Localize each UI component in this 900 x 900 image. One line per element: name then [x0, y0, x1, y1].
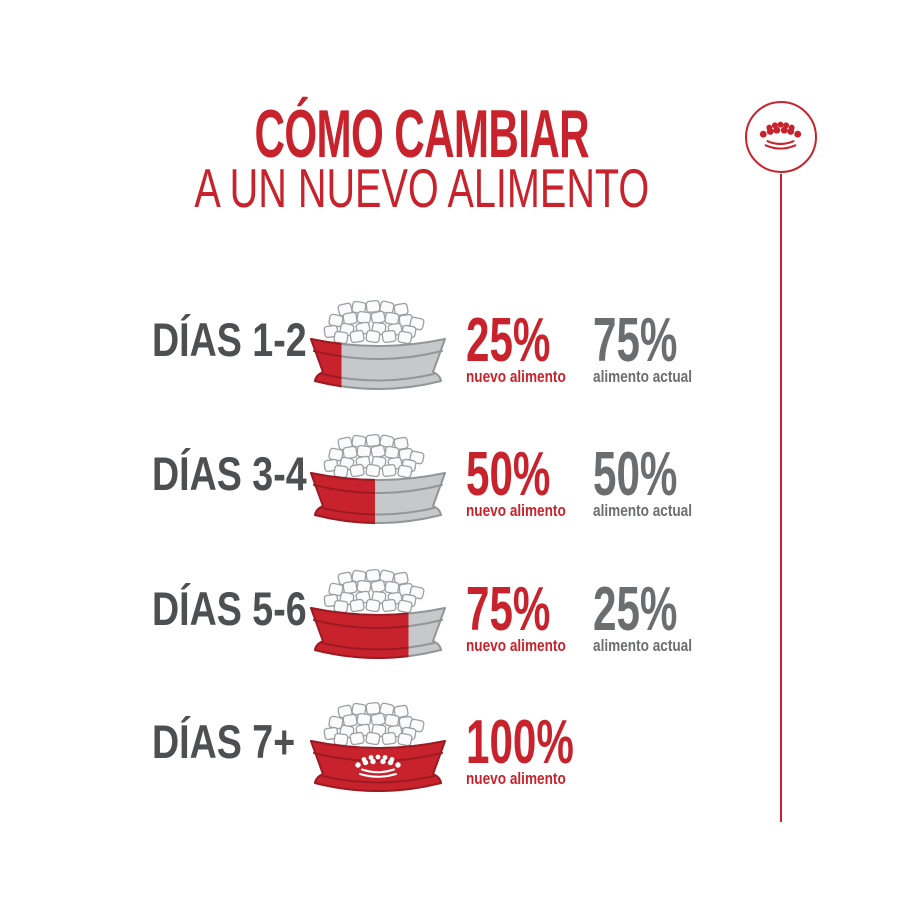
brand-logo [745, 101, 817, 173]
kibble-pile [323, 701, 425, 747]
new-food-percent-value: 25% [466, 306, 551, 375]
kibble-pile [323, 299, 425, 345]
bowl-red-part [310, 607, 409, 659]
food-bowl-icon [310, 701, 446, 792]
current-food-percent-value: 25% [593, 575, 678, 644]
current-food-percentage: 25% alimento actual [593, 545, 743, 679]
new-food-percent-value: 75% [466, 575, 551, 644]
current-food-percent-value: 75% [593, 306, 678, 375]
new-food-caption: nuevo alimento [466, 367, 566, 386]
new-food-percentage: 75% nuevo alimento [466, 545, 616, 679]
kibble-pile [323, 568, 425, 614]
current-food-percentage: 75% alimento actual [593, 276, 743, 410]
new-food-caption: nuevo alimento [466, 501, 566, 520]
transition-row: DÍAS 1-2 [0, 276, 900, 410]
bowl-red-part [310, 338, 342, 388]
page-title: CÓMO CAMBIAR [0, 100, 843, 168]
new-food-percent-value: 100% [466, 708, 574, 777]
page-subtitle: A UN NUEVO ALIMENTO [0, 161, 843, 216]
new-food-percentage: 50% nuevo alimento [466, 410, 616, 544]
food-bowl-icon [310, 568, 446, 659]
transition-row: DÍAS 3-4 [0, 410, 900, 544]
current-food-percentage [593, 678, 743, 812]
day-range-label: DÍAS 5-6 [152, 582, 307, 635]
page-title-text: CÓMO CAMBIAR [254, 96, 589, 172]
page-subtitle-text: A UN NUEVO ALIMENTO [194, 157, 649, 219]
current-food-percent-value: 50% [593, 440, 678, 509]
current-food-caption: alimento actual [593, 367, 693, 386]
current-food-caption: alimento actual [593, 501, 693, 520]
day-range-label: DÍAS 7+ [152, 715, 296, 768]
new-food-percent-value: 50% [466, 440, 551, 509]
transition-row: DÍAS 7+ [0, 678, 900, 812]
crown-icon [759, 121, 802, 150]
day-range-label: DÍAS 3-4 [152, 447, 307, 500]
food-bowl-icon [310, 299, 446, 390]
bowl-crown-icon [355, 754, 401, 778]
timeline-line [780, 174, 782, 822]
new-food-caption: nuevo alimento [466, 769, 566, 788]
current-food-percentage: 50% alimento actual [593, 410, 743, 544]
transition-row: DÍAS 5-6 [0, 545, 900, 679]
bowl-red-part [310, 740, 446, 792]
current-food-caption: alimento actual [593, 636, 693, 655]
new-food-percentage: 25% nuevo alimento [466, 276, 616, 410]
bowl-red-part [310, 472, 375, 524]
day-range-label: DÍAS 1-2 [152, 313, 307, 366]
new-food-percentage: 100% nuevo alimento [466, 678, 616, 812]
kibble-pile [323, 433, 425, 479]
new-food-caption: nuevo alimento [466, 636, 566, 655]
food-bowl-icon [310, 433, 446, 524]
